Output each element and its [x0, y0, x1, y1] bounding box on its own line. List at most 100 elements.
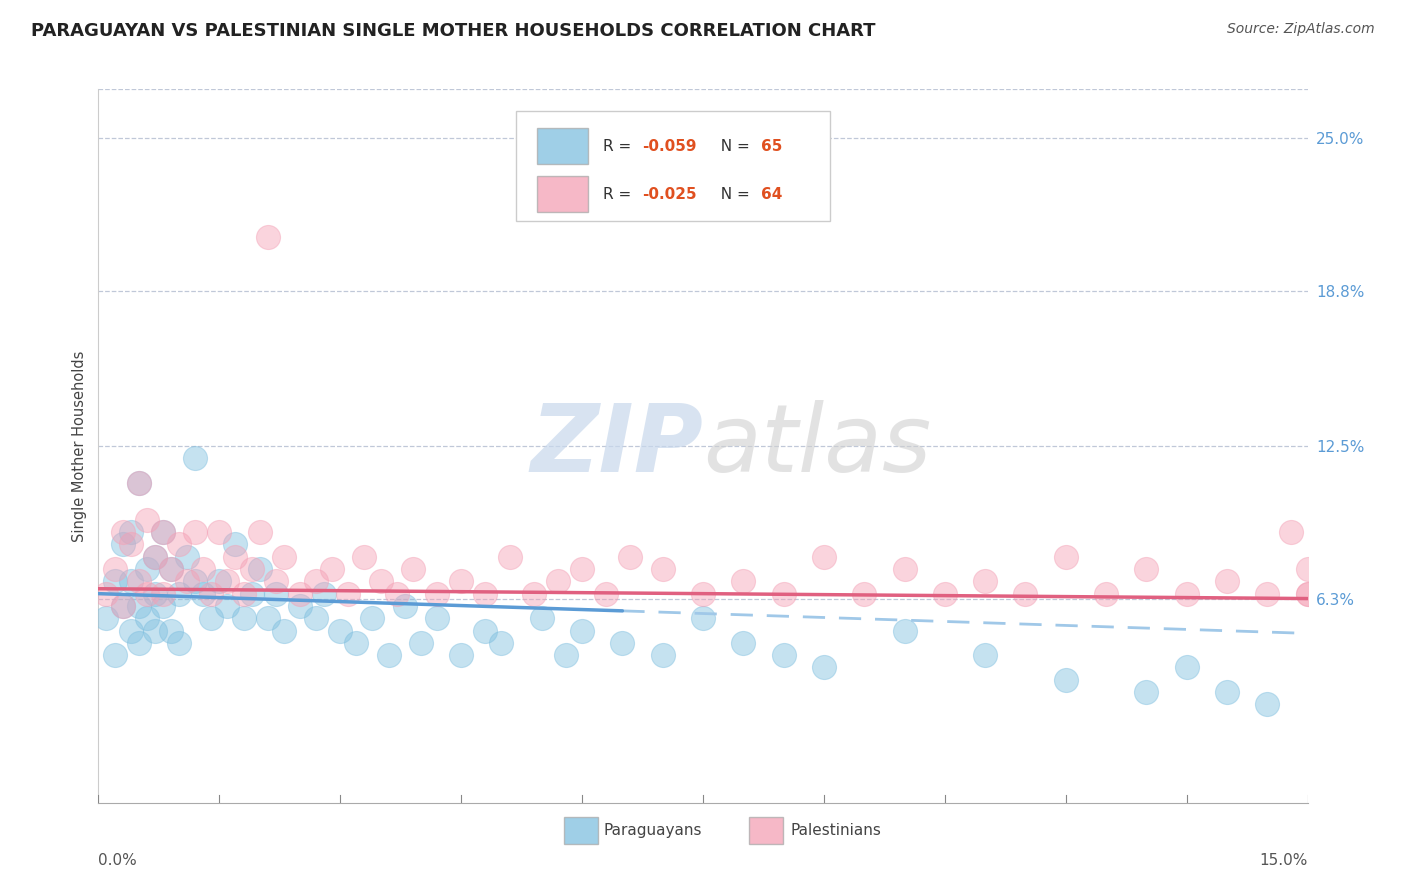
FancyBboxPatch shape [749, 817, 783, 844]
Point [160, 624, 183, 638]
Point [143, 624, 166, 638]
Text: ZIP: ZIP [530, 400, 703, 492]
Point [450, 574, 472, 589]
Point [385, 587, 408, 601]
Point [143, 587, 166, 601]
Point [240, 587, 263, 601]
Point [370, 574, 392, 589]
Point [249, 525, 271, 540]
Point [273, 624, 295, 638]
Text: Paraguayans: Paraguayans [603, 823, 703, 838]
Point [184, 451, 207, 466]
Point [167, 587, 190, 601]
Point [152, 525, 174, 540]
Point [224, 549, 246, 564]
Text: N =: N = [711, 186, 755, 202]
Point [1281, 525, 1303, 540]
Point [1175, 660, 1198, 674]
Point [240, 562, 263, 576]
Point [208, 574, 231, 589]
Point [135, 513, 157, 527]
Point [733, 636, 755, 650]
FancyBboxPatch shape [537, 128, 588, 164]
Text: 64: 64 [761, 186, 782, 202]
Point [321, 562, 343, 576]
Point [530, 611, 553, 625]
Point [128, 599, 150, 613]
Point [273, 549, 295, 564]
Text: Source: ZipAtlas.com: Source: ZipAtlas.com [1227, 22, 1375, 37]
Point [128, 475, 150, 490]
Point [120, 537, 142, 551]
Point [893, 624, 915, 638]
Text: Palestinians: Palestinians [790, 823, 882, 838]
Point [1054, 549, 1077, 564]
Point [974, 648, 997, 662]
Point [651, 562, 673, 576]
Point [974, 574, 997, 589]
Point [733, 574, 755, 589]
Point [1296, 587, 1319, 601]
FancyBboxPatch shape [537, 177, 588, 212]
Point [692, 611, 714, 625]
Point [1216, 685, 1239, 699]
Point [103, 648, 125, 662]
Point [934, 587, 956, 601]
Point [305, 574, 328, 589]
Point [160, 562, 183, 576]
Point [394, 599, 416, 613]
Point [772, 648, 794, 662]
Point [1296, 562, 1319, 576]
Point [176, 574, 198, 589]
Point [193, 562, 215, 576]
Text: R =: R = [603, 186, 636, 202]
Point [612, 636, 634, 650]
Point [426, 611, 449, 625]
Point [249, 562, 271, 576]
Point [813, 660, 835, 674]
Point [200, 587, 222, 601]
Point [426, 587, 449, 601]
Point [111, 599, 134, 613]
Point [1256, 698, 1278, 712]
Point [450, 648, 472, 662]
Point [152, 599, 174, 613]
Point [160, 562, 183, 576]
Point [1256, 587, 1278, 601]
Point [128, 636, 150, 650]
Text: -0.025: -0.025 [643, 186, 697, 202]
Point [474, 587, 496, 601]
Point [232, 611, 254, 625]
Point [337, 587, 360, 601]
Text: 15.0%: 15.0% [1260, 853, 1308, 868]
Text: PARAGUAYAN VS PALESTINIAN SINGLE MOTHER HOUSEHOLDS CORRELATION CHART: PARAGUAYAN VS PALESTINIAN SINGLE MOTHER … [31, 22, 876, 40]
Text: -0.059: -0.059 [643, 139, 697, 153]
Point [571, 562, 593, 576]
Point [120, 574, 142, 589]
Point [571, 624, 593, 638]
Point [314, 587, 336, 601]
Point [619, 549, 641, 564]
Point [264, 574, 287, 589]
Text: 65: 65 [761, 139, 782, 153]
Point [1175, 587, 1198, 601]
Point [128, 475, 150, 490]
Point [152, 525, 174, 540]
Point [111, 599, 134, 613]
Point [361, 611, 384, 625]
Point [353, 549, 375, 564]
Point [409, 636, 432, 650]
Text: R =: R = [603, 139, 636, 153]
Point [288, 599, 311, 613]
Point [193, 587, 215, 601]
Point [111, 525, 134, 540]
Point [491, 636, 513, 650]
FancyBboxPatch shape [564, 817, 598, 844]
Point [103, 574, 125, 589]
Point [200, 611, 222, 625]
Point [184, 525, 207, 540]
Point [143, 549, 166, 564]
Point [264, 587, 287, 601]
Point [152, 587, 174, 601]
Point [135, 562, 157, 576]
